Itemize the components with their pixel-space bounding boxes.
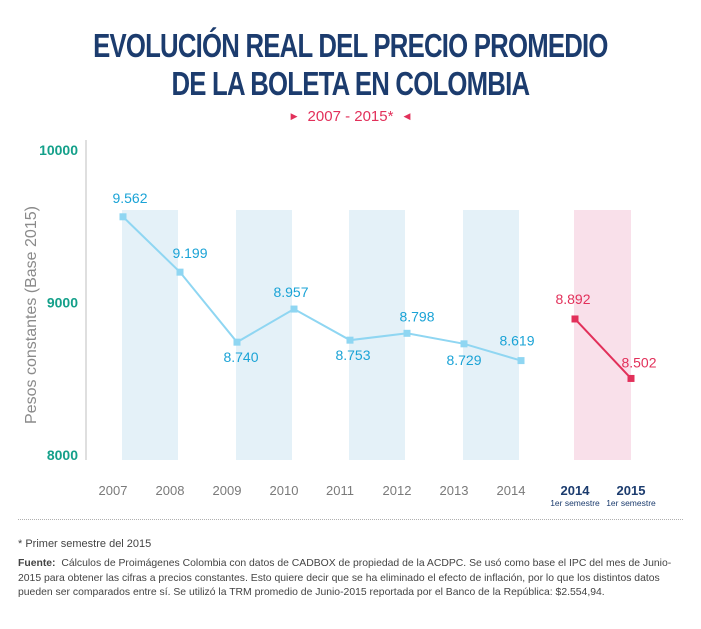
data-label: 8.892: [555, 291, 590, 307]
data-label: 8.753: [335, 347, 370, 363]
data-point: [176, 268, 184, 276]
data-point: [346, 336, 354, 344]
series-line: [122, 216, 522, 362]
data-point: [233, 338, 241, 346]
x-tick-label: 2009: [213, 483, 242, 498]
data-label: 9.199: [172, 245, 207, 261]
footnote: * Primer semestre del 2015: [18, 538, 152, 550]
y-tick-label: 10000: [39, 142, 78, 158]
background-band: [463, 210, 519, 460]
data-point: [403, 329, 411, 337]
x-tick-label: 2013: [440, 483, 469, 498]
x-tick-label: 2010: [270, 483, 299, 498]
y-tick-label: 9000: [47, 295, 78, 311]
background-band-highlight: [574, 210, 631, 460]
background-band: [236, 210, 292, 460]
data-point: [627, 374, 635, 382]
x-tick-label: 2008: [156, 483, 185, 498]
background-band: [122, 210, 178, 460]
source-note: Fuente: Cálculos de Proimágenes Colombia…: [18, 557, 683, 601]
x-tick-sublabel: 1er semestre: [550, 498, 600, 508]
x-tick-label: 2012: [383, 483, 412, 498]
source-label: Fuente:: [18, 558, 56, 569]
data-label: 8.502: [621, 354, 656, 370]
x-tick-label: 2007: [99, 483, 128, 498]
chart-title-line2: DE LA BOLETA EN COLOMBIA: [171, 65, 530, 102]
data-point: [290, 305, 298, 313]
right-triangle-icon: ▶: [290, 111, 298, 121]
data-label: 8.740: [223, 349, 258, 365]
series-line: [574, 318, 632, 380]
data-label: 8.619: [499, 333, 534, 349]
data-point: [460, 340, 468, 348]
data-label: 8.957: [273, 284, 308, 300]
data-point: [119, 213, 127, 221]
x-tick-sublabel: 1er semestre: [606, 498, 656, 508]
x-tick-label: 2015: [617, 483, 646, 498]
divider: [18, 519, 683, 520]
data-point: [517, 357, 525, 365]
source-text: Cálculos de Proimágenes Colombia con dat…: [18, 558, 672, 598]
y-tick-label: 8000: [47, 447, 78, 463]
x-tick-label: 2011: [326, 483, 354, 498]
y-axis-label: Pesos constantes (Base 2015): [23, 206, 40, 424]
left-triangle-icon: ◀: [403, 111, 411, 121]
data-label: 8.798: [399, 308, 434, 324]
data-point: [571, 315, 579, 323]
data-label: 8.729: [446, 352, 481, 368]
x-tick-label: 2014: [561, 483, 591, 498]
x-tick-label: 2014: [497, 483, 526, 498]
subtitle-text: 2007 - 2015*: [307, 108, 394, 125]
chart-subtitle: ▶ 2007 - 2015* ◀: [0, 107, 701, 126]
data-label: 9.562: [112, 190, 147, 206]
chart-title-line1: EVOLUCIÓN REAL DEL PRECIO PROMEDIO: [93, 27, 608, 64]
